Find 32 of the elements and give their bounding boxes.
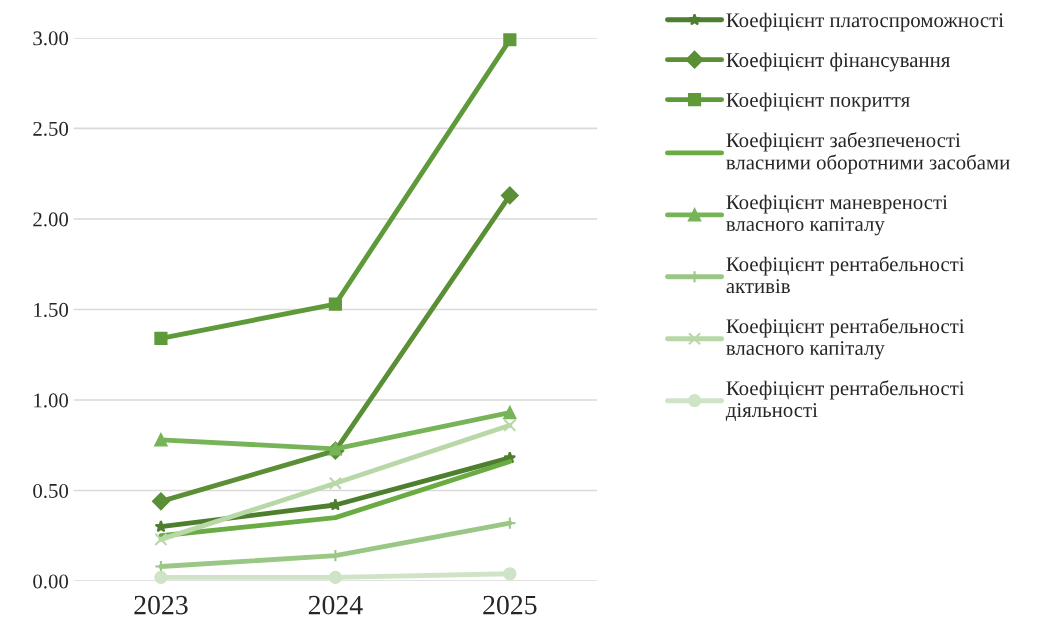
y-tick-label: 1.00	[34, 393, 69, 408]
legend-label: Коефіцієнт маневреності власного капіталу	[726, 194, 948, 236]
point	[503, 418, 517, 432]
point	[154, 433, 168, 447]
point	[154, 520, 168, 533]
point	[500, 186, 519, 205]
y-tick-label: 3.00	[33, 31, 69, 46]
y-tick-label: 2.50	[33, 121, 69, 136]
point	[503, 406, 517, 420]
legend-label: Коефіцієнт покриття	[726, 92, 910, 112]
point	[154, 532, 168, 546]
point	[503, 33, 517, 47]
legend-label: Коефіцієнт забезпеченості власними оборотними засобами	[726, 132, 1010, 174]
y-tick-label: 1.50	[34, 302, 69, 317]
y-tick-label: 2.00	[33, 212, 69, 227]
x-tick-label: 2025	[483, 595, 537, 615]
point	[328, 476, 342, 490]
y-tick-label: 0.00	[33, 574, 69, 589]
legend-label: Коефіцієнт фінансування	[726, 52, 950, 72]
x-tick-label: 2023	[134, 595, 188, 615]
point	[154, 570, 168, 584]
legend-label: Коефіцієнт рентабельності діяльності	[725, 380, 965, 421]
point	[328, 297, 342, 311]
point	[154, 331, 168, 346]
point	[503, 567, 517, 581]
x-tick-label: 2024	[308, 595, 363, 615]
legend-label: Коефіцієнт рентабельності активів	[726, 256, 965, 294]
legend-label: Коефіцієнт платоспроможності	[726, 12, 1004, 32]
legend-label: Коефіцієнт рентабельності власного капіталу	[726, 318, 965, 360]
point	[328, 570, 342, 584]
y-tick-label: 0.50	[33, 483, 69, 499]
point	[152, 492, 170, 511]
